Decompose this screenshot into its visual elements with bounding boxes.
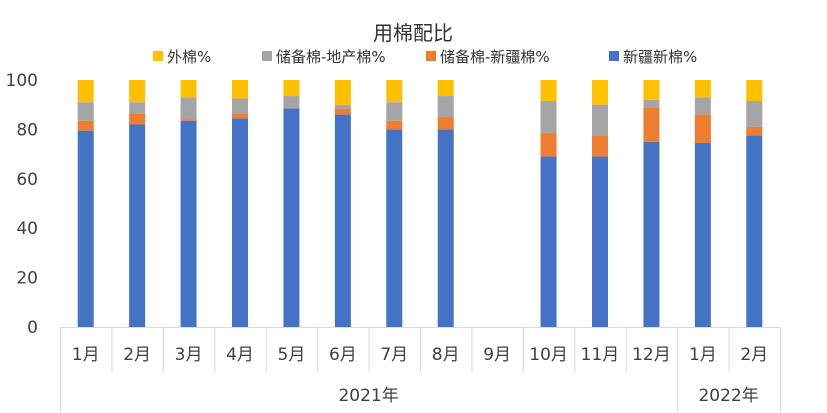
bar-segment (746, 135, 763, 327)
bar-segment (540, 80, 557, 101)
bar-segment (592, 104, 608, 136)
legend-label: 新疆新棉% (623, 48, 697, 66)
bar-segment (540, 133, 557, 157)
bar-segment (746, 80, 763, 101)
bar-segment (77, 120, 94, 131)
x-tick-label: 7月 (380, 345, 408, 365)
y-tick-label: 20 (16, 269, 38, 289)
y-tick-label: 60 (16, 170, 38, 190)
bar-segment (77, 102, 94, 121)
legend-label: 储备棉-地产棉% (276, 48, 386, 66)
y-tick-label: 0 (27, 318, 38, 338)
x-tick-label: 3月 (175, 345, 203, 365)
legend-label: 储备棉-新疆棉% (440, 48, 550, 66)
bar-segment (643, 99, 660, 108)
bar-segment (129, 80, 146, 103)
bar-segment (386, 102, 403, 121)
legend: 外棉% 储备棉-地产棉% 储备棉-新疆棉% 新疆新棉% (153, 48, 697, 66)
x-tick-label: 12月 (632, 345, 671, 365)
x-tick-label: 10月 (529, 345, 568, 365)
bar-segment (334, 108, 351, 115)
bar-segment (437, 80, 454, 97)
x-tick-label: 11月 (581, 345, 620, 365)
y-tick-label: 80 (16, 120, 38, 140)
legend-swatch (609, 51, 619, 61)
bar-segment (386, 120, 403, 130)
bar-segment (694, 114, 711, 143)
year-label: 2021年 (338, 386, 398, 406)
x-tick-label: 5月 (278, 345, 306, 365)
bar-segment (592, 156, 608, 327)
y-axis: 0 20 40 60 80 100 (6, 71, 38, 338)
bar-segment (283, 96, 300, 109)
bar-segment (232, 118, 248, 327)
legend-swatch (153, 51, 163, 61)
bar-segment (283, 80, 300, 97)
bar-segment (540, 100, 557, 134)
legend-label: 外棉% (167, 48, 211, 66)
bar-segment (232, 80, 248, 99)
y-tick-label: 100 (6, 71, 38, 91)
bar-segment (746, 100, 763, 127)
bar-segment (77, 80, 94, 103)
bar-segment (694, 97, 711, 115)
bar-segment (232, 113, 248, 119)
chart-title: 用棉配比 (373, 21, 453, 45)
x-tick-label: 6月 (329, 345, 357, 365)
bar-segment (437, 129, 454, 327)
bar-segment (694, 80, 711, 98)
bar-segment (334, 114, 351, 327)
bar-segment (129, 102, 146, 114)
bar-segment (232, 98, 248, 114)
x-tick-label: 9月 (483, 345, 511, 365)
bar-segment (643, 141, 660, 327)
bar-segment (180, 119, 197, 121)
bar-segment (129, 124, 146, 328)
x-tick-label: 2月 (740, 345, 768, 365)
x-tick-label: 4月 (226, 345, 254, 365)
bar-segment (334, 80, 351, 105)
bar-segment (386, 80, 403, 103)
x-tick-label: 1月 (72, 345, 100, 365)
bar-segment (643, 107, 660, 142)
bar-segment (129, 113, 146, 125)
bar-segment (694, 142, 711, 327)
bar-segment (283, 108, 300, 327)
bars (77, 80, 763, 328)
bar-segment (180, 80, 197, 98)
legend-swatch (262, 51, 272, 61)
y-tick-label: 40 (16, 219, 38, 239)
bar-segment (180, 120, 197, 327)
x-axis: 1月 2月 3月 4月 5月 6月 7月 8月 9月 10月 11月 12月 1月 2月 2021年 2022… (60, 327, 781, 413)
bar-segment (592, 135, 608, 157)
bar-segment (180, 97, 197, 120)
legend-swatch (426, 51, 436, 61)
bar-segment (437, 117, 454, 130)
year-label: 2022年 (698, 386, 758, 406)
x-tick-label: 1月 (689, 345, 717, 365)
x-tick-label: 8月 (432, 345, 460, 365)
bar-segment (437, 96, 454, 118)
bar-segment (746, 126, 763, 136)
bar-segment (643, 80, 660, 100)
bar-segment (77, 130, 94, 327)
bar-segment (334, 104, 351, 109)
x-tick-label: 2月 (123, 345, 151, 365)
bar-segment (592, 80, 608, 105)
bar-segment (540, 156, 557, 327)
bar-segment (386, 129, 403, 327)
